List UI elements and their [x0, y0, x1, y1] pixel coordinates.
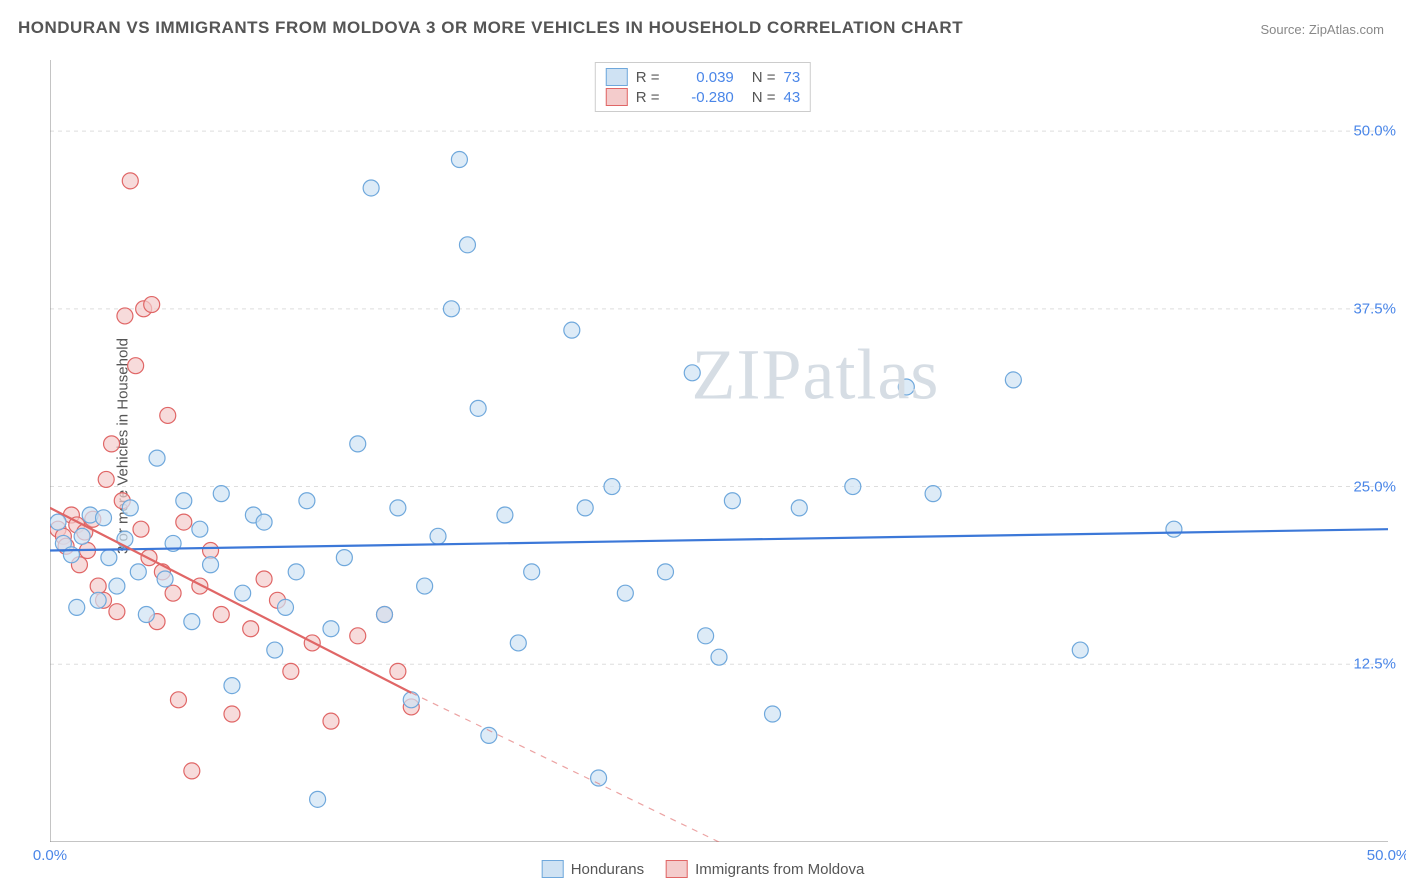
legend-row-moldova: R = -0.280 N = 43 — [606, 87, 800, 107]
scatter-svg — [50, 60, 1388, 842]
chart-title: HONDURAN VS IMMIGRANTS FROM MOLDOVA 3 OR… — [18, 18, 963, 38]
r-value-moldova: -0.280 — [672, 89, 734, 106]
x-tick-label: 50.0% — [1367, 847, 1406, 864]
legend-swatch-hondurans-2 — [542, 860, 564, 878]
legend-item-moldova: Immigrants from Moldova — [666, 860, 864, 878]
x-tick-label: 0.0% — [33, 847, 67, 864]
legend-label-hondurans: Hondurans — [571, 861, 644, 878]
legend-swatch-moldova — [606, 88, 628, 106]
legend-row-hondurans: R = 0.039 N = 73 — [606, 67, 800, 87]
r-label: R = — [636, 69, 664, 86]
y-tick-label: 25.0% — [1353, 478, 1396, 495]
r-label: R = — [636, 89, 664, 106]
r-value-hondurans: 0.039 — [672, 69, 734, 86]
legend-swatch-moldova-2 — [666, 860, 688, 878]
legend-swatch-hondurans — [606, 68, 628, 86]
y-tick-label: 50.0% — [1353, 123, 1396, 140]
chart-container: HONDURAN VS IMMIGRANTS FROM MOLDOVA 3 OR… — [0, 0, 1406, 892]
legend-item-hondurans: Hondurans — [542, 860, 644, 878]
y-tick-label: 37.5% — [1353, 300, 1396, 317]
correlation-legend: R = 0.039 N = 73 R = -0.280 N = 43 — [595, 62, 811, 112]
n-value-moldova: 43 — [784, 89, 801, 106]
legend-label-moldova: Immigrants from Moldova — [695, 861, 864, 878]
n-value-hondurans: 73 — [784, 69, 801, 86]
series-legend: Hondurans Immigrants from Moldova — [542, 860, 865, 878]
y-tick-label: 12.5% — [1353, 656, 1396, 673]
n-label: N = — [752, 89, 776, 106]
n-label: N = — [752, 69, 776, 86]
plot-area — [50, 60, 1388, 842]
chart-source: Source: ZipAtlas.com — [1260, 22, 1384, 37]
